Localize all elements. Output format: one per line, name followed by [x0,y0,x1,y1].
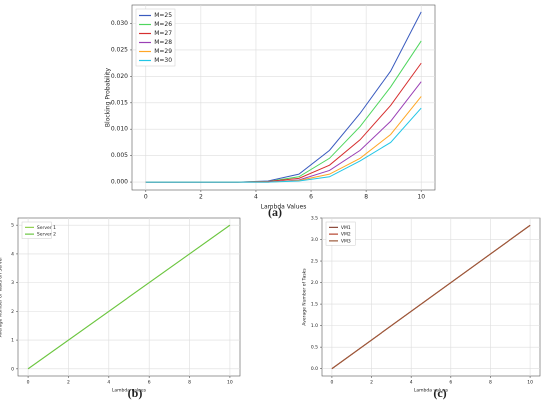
x-tick-label: 4 [410,380,413,386]
plot-area [131,4,436,191]
x-axis-label: Lambda Values [261,204,307,211]
y-tick-label: 3.5 [311,216,318,222]
x-tick-label: 6 [309,194,313,201]
y-tick-label: 0.005 [111,152,128,159]
y-tick-label: 0.020 [111,73,128,80]
y-tick-label: 0 [11,366,14,372]
caption: (c) [433,386,446,400]
legend-label: Server 2 [37,232,56,238]
y-tick-label: 0.025 [111,46,128,53]
y-tick-label: 3.0 [311,237,318,243]
x-axis-label: Lambda values [112,388,147,394]
y-tick-label: 3 [11,280,14,286]
legend-label: M=29 [154,48,172,55]
y-tick-label: 2 [11,309,14,315]
y-axis-label: Average Number of Tasks [302,268,308,326]
chart: 0.000 0.005 0.010 0.015 0.020 0.025 0.030 0 2 4 6 8… [105,4,436,219]
legend-label: M=25 [154,12,172,19]
x-tick-label: 10 [417,194,425,201]
legend-label: VM3 [341,238,351,244]
y-tick-label: 2.5 [311,259,318,265]
legend-label: M=28 [154,39,172,46]
y-tick-label: 0.015 [111,99,128,106]
x-tick-label: 2 [199,194,203,201]
y-tick-label: 0.030 [111,20,128,27]
series-line [145,107,422,183]
y-tick-label: 4 [11,251,14,257]
chart: 0 1 2 3 4 5 0 2 4 6 8 10 Lambda values Average Number… [0,217,241,400]
caption: (a) [268,205,282,219]
y-tick-label: 1.5 [311,302,318,308]
x-tick-label: 10 [227,380,233,386]
y-tick-label: 1.0 [311,323,318,329]
y-tick-label: 5 [11,223,14,229]
chart: 0.0 0.5 1.0 1.5 2.0 2.5 3.0 3.5 0 2 4 6 8 10 Lambda va… [302,216,541,400]
legend: M=25 M=26 M=27 M=28 M=29 M=30 [135,8,176,67]
x-tick-label: 10 [527,380,533,386]
y-axis-label: Blocking Probability [105,67,112,127]
x-tick-label: 4 [107,380,110,386]
series-line [331,224,531,370]
x-tick-label: 0 [330,380,333,386]
x-tick-label: 0 [27,380,30,386]
x-tick-label: 8 [188,380,191,386]
legend-label: VM2 [341,232,351,238]
x-axis-label: Lambda values [414,388,449,394]
legend-label: VM1 [341,225,351,231]
x-tick-label: 6 [148,380,151,386]
y-axis-label: Average Number of Tasks on Server [0,257,4,338]
caption: (b) [128,386,143,400]
legend-label: M=26 [154,21,172,28]
y-tick-label: 0.5 [311,345,318,351]
x-tick-label: 6 [449,380,452,386]
legend-box [135,8,176,67]
x-tick-label: 8 [489,380,492,386]
x-tick-label: 2 [370,380,373,386]
x-tick-label: 8 [364,194,368,201]
x-tick-label: 2 [67,380,70,386]
y-tick-label: 2.0 [311,280,318,286]
legend-label: Server 1 [37,225,56,231]
y-tick-label: 1 [11,338,14,344]
y-tick-label: 0.0 [311,366,318,372]
y-tick-label: 0.010 [111,126,128,133]
y-tick-label: 0.000 [111,179,128,186]
x-tick-label: 0 [144,194,148,201]
series-line [27,224,231,370]
legend-label: M=27 [154,30,172,37]
x-tick-label: 4 [254,194,258,201]
legend-label: M=30 [154,57,172,64]
